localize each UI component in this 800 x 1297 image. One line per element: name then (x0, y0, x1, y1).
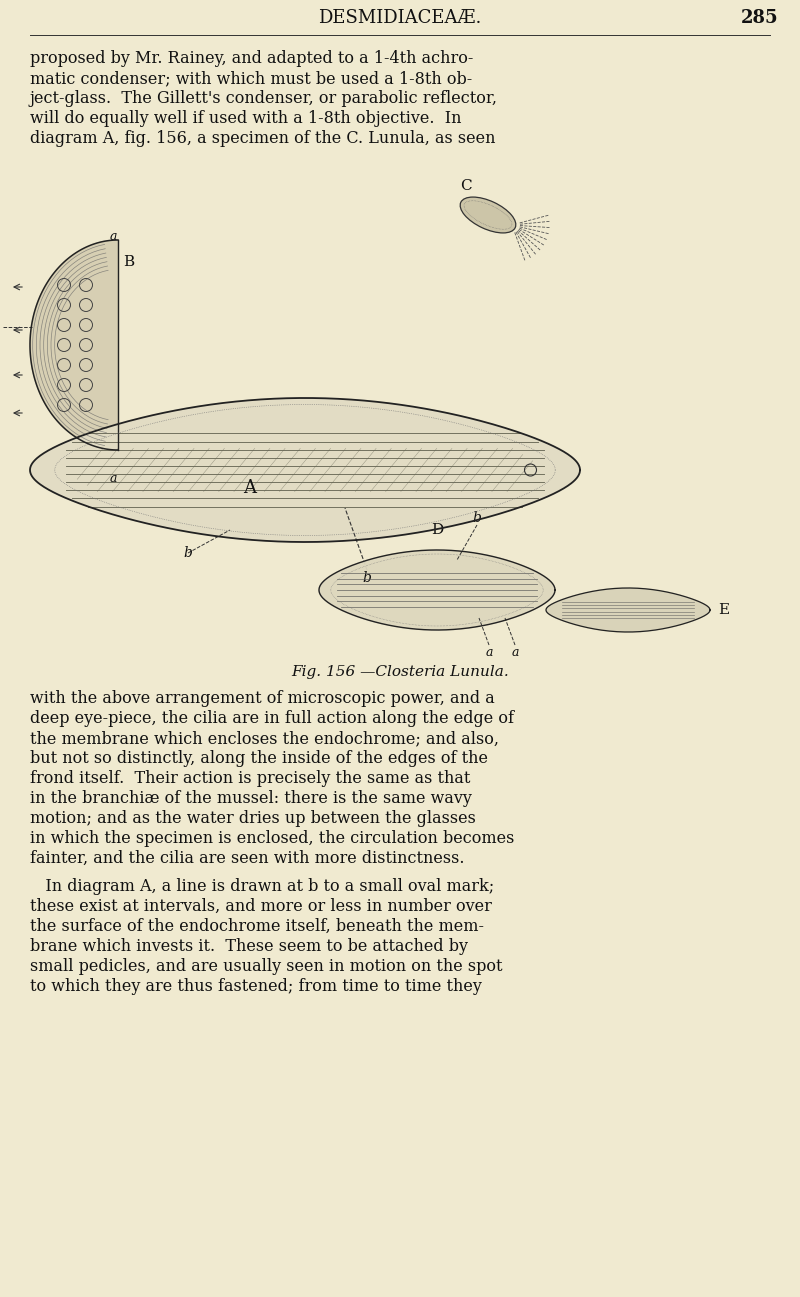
Text: proposed by Mr. Rainey, and adapted to a 1-4th achro-: proposed by Mr. Rainey, and adapted to a… (30, 51, 474, 67)
Text: deep eye-piece, the cilia are in full action along the edge of: deep eye-piece, the cilia are in full ac… (30, 709, 514, 728)
Text: frond itself.  Their action is precisely the same as that: frond itself. Their action is precisely … (30, 770, 470, 787)
Text: 285: 285 (741, 9, 779, 27)
Text: b: b (473, 511, 482, 525)
Text: small pedicles, and are usually seen in motion on the spot: small pedicles, and are usually seen in … (30, 958, 502, 975)
Text: the surface of the endochrome itself, beneath the mem-: the surface of the endochrome itself, be… (30, 918, 484, 935)
Text: B: B (123, 256, 134, 268)
Text: in which the specimen is enclosed, the circulation becomes: in which the specimen is enclosed, the c… (30, 830, 514, 847)
Text: DESMIDIACEAÆ.: DESMIDIACEAÆ. (318, 9, 482, 27)
Text: diagram A, fig. 156, a specimen of the C. Lunula, as seen: diagram A, fig. 156, a specimen of the C… (30, 130, 495, 147)
Polygon shape (30, 240, 118, 450)
Text: D: D (431, 523, 443, 537)
Text: the membrane which encloses the endochrome; and also,: the membrane which encloses the endochro… (30, 730, 499, 747)
Polygon shape (546, 588, 710, 632)
Text: motion; and as the water dries up between the glasses: motion; and as the water dries up betwee… (30, 811, 476, 827)
Text: Fig. 156 —Closteria Lunula.: Fig. 156 —Closteria Lunula. (291, 665, 509, 680)
Text: C: C (460, 179, 472, 193)
Polygon shape (30, 398, 580, 542)
Text: in the branchiæ of the mussel: there is the same wavy: in the branchiæ of the mussel: there is … (30, 790, 472, 807)
Text: E: E (718, 603, 729, 617)
Text: a: a (486, 646, 493, 659)
Text: but not so distinctly, along the inside of the edges of the: but not so distinctly, along the inside … (30, 750, 488, 767)
Text: these exist at intervals, and more or less in number over: these exist at intervals, and more or le… (30, 898, 492, 914)
Text: fainter, and the cilia are seen with more distinctness.: fainter, and the cilia are seen with mor… (30, 850, 465, 866)
Text: b: b (183, 546, 193, 560)
Text: will do equally well if used with a 1-8th objective.  In: will do equally well if used with a 1-8t… (30, 110, 462, 127)
Text: a: a (110, 472, 117, 485)
Polygon shape (319, 550, 555, 630)
Text: to which they are thus fastened; from time to time they: to which they are thus fastened; from ti… (30, 978, 482, 995)
Text: with the above arrangement of microscopic power, and a: with the above arrangement of microscopi… (30, 690, 494, 707)
Text: In diagram A, a line is drawn at b to a small oval mark;: In diagram A, a line is drawn at b to a … (30, 878, 494, 895)
Ellipse shape (460, 197, 516, 233)
Text: A: A (243, 479, 257, 497)
Text: ject-glass.  The Gillett's condenser, or parabolic reflector,: ject-glass. The Gillett's condenser, or … (30, 89, 498, 106)
Text: a: a (110, 230, 117, 243)
Text: a: a (511, 646, 518, 659)
Text: b: b (362, 571, 371, 585)
Text: matic condenser; with which must be used a 1-8th ob-: matic condenser; with which must be used… (30, 70, 472, 87)
Text: brane which invests it.  These seem to be attached by: brane which invests it. These seem to be… (30, 938, 468, 955)
